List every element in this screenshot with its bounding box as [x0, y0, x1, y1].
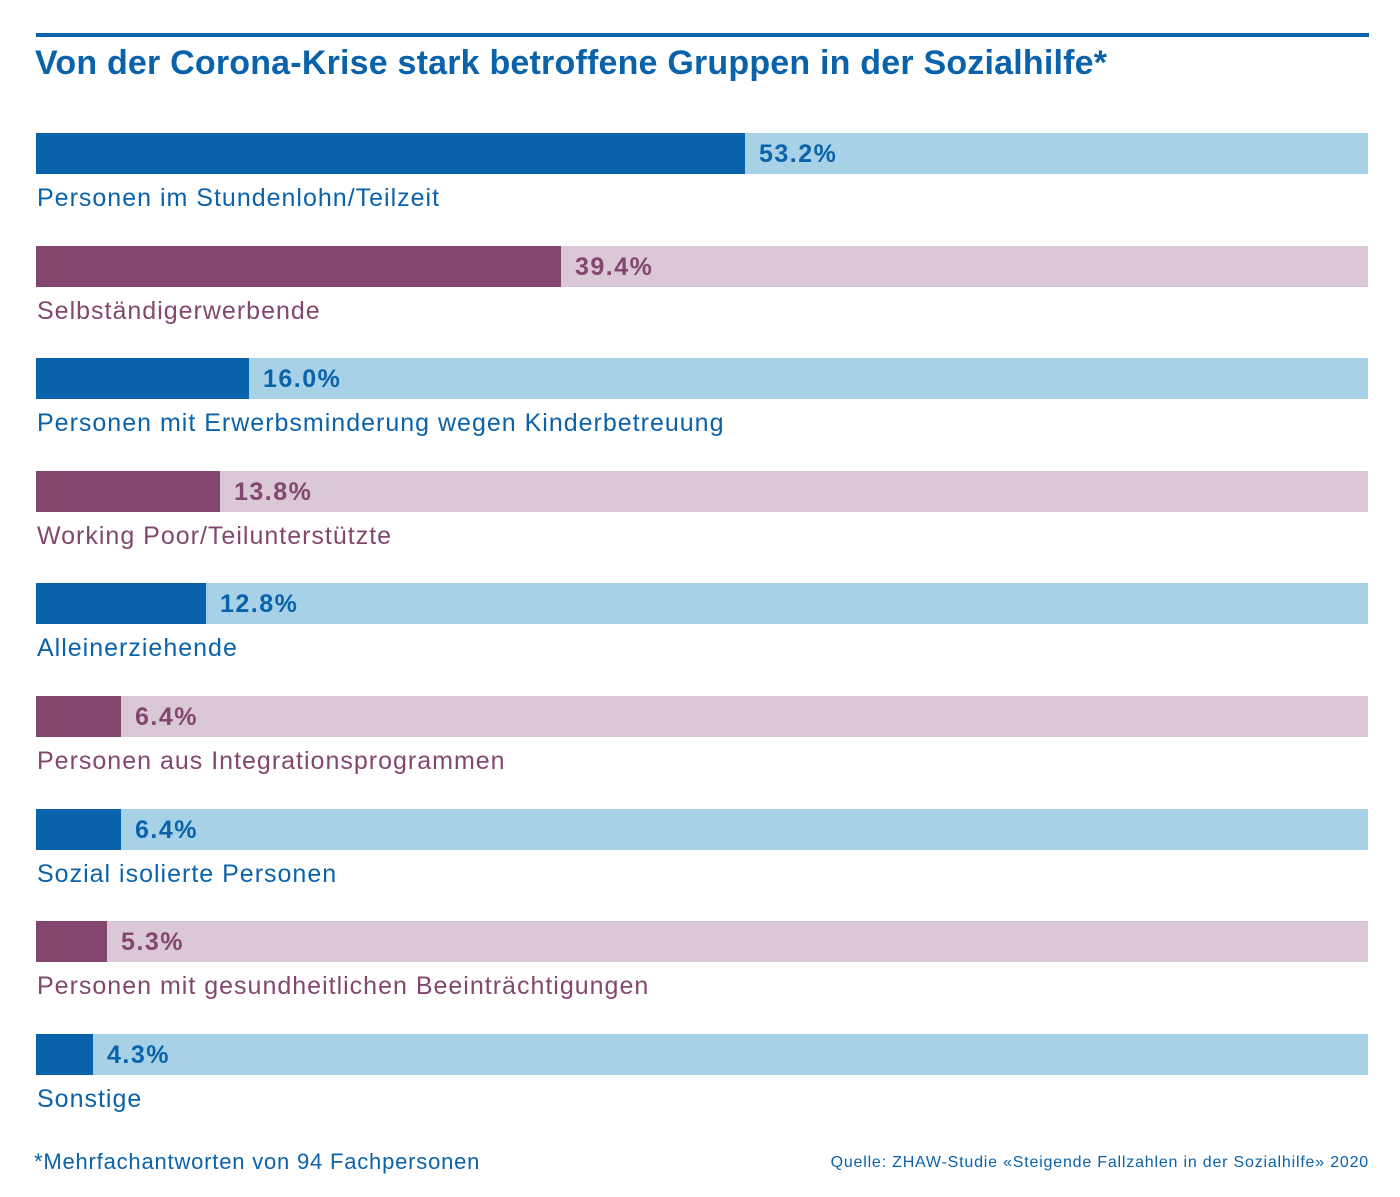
bar-track: 12.8%	[36, 583, 1368, 624]
value-label: 4.3%	[107, 1041, 170, 1069]
bar-track: 6.4%	[36, 809, 1368, 850]
chart-title: Von der Corona-Krise stark betroffene Gr…	[35, 44, 1108, 82]
bar	[36, 246, 561, 287]
bar-track: 16.0%	[36, 358, 1368, 399]
bar-track: 6.4%	[36, 696, 1368, 737]
bar	[36, 471, 220, 512]
bar	[36, 921, 107, 962]
category-label: Personen mit gesundheitlichen Beeinträch…	[37, 972, 650, 1000]
bar-track: 39.4%	[36, 246, 1368, 287]
category-label: Selbständigerwerbende	[37, 297, 321, 325]
bar	[36, 1034, 93, 1075]
source-note: Quelle: ZHAW-Studie «Steigende Fallzahle…	[830, 1154, 1369, 1171]
category-label: Alleinerziehende	[37, 634, 238, 662]
category-label: Personen aus Integrationsprogrammen	[37, 747, 506, 775]
value-label: 16.0%	[263, 365, 342, 393]
value-label: 39.4%	[575, 253, 654, 281]
category-label: Personen im Stundenlohn/Teilzeit	[37, 184, 441, 212]
value-label: 13.8%	[234, 478, 313, 506]
bar	[36, 133, 745, 174]
value-label: 6.4%	[135, 816, 198, 844]
title-rule	[36, 33, 1369, 37]
category-label: Sozial isolierte Personen	[37, 860, 338, 888]
value-label: 12.8%	[220, 590, 299, 618]
bar	[36, 696, 121, 737]
bar-track: 13.8%	[36, 471, 1368, 512]
bar-track: 53.2%	[36, 133, 1368, 174]
footnote: *Mehrfachantworten von 94 Fachpersonen	[34, 1149, 481, 1174]
category-label: Working Poor/Teilunterstützte	[37, 522, 393, 550]
value-label: 5.3%	[121, 928, 184, 956]
value-label: 6.4%	[135, 703, 198, 731]
bar	[36, 809, 121, 850]
bar-track: 5.3%	[36, 921, 1368, 962]
bar	[36, 358, 249, 399]
value-label: 53.2%	[759, 140, 838, 168]
category-label: Sonstige	[37, 1085, 143, 1113]
category-label: Personen mit Erwerbsminderung wegen Kind…	[37, 409, 725, 437]
bar-track: 4.3%	[36, 1034, 1368, 1075]
bar	[36, 583, 206, 624]
